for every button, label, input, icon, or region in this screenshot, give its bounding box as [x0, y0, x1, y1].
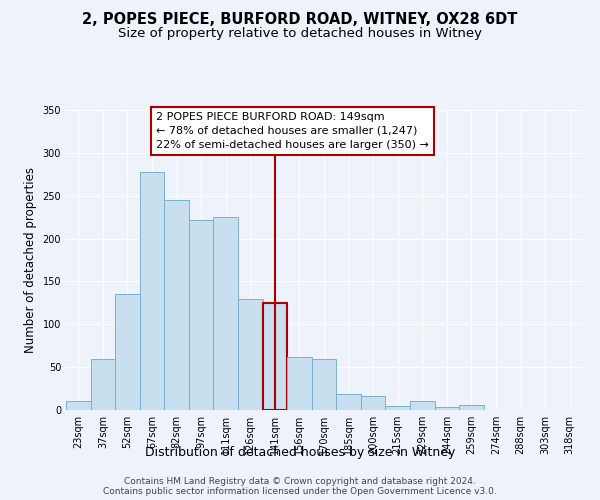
Bar — [164, 200, 189, 410]
Bar — [214, 217, 238, 410]
Bar — [140, 172, 164, 410]
Bar — [238, 298, 263, 410]
Y-axis label: Number of detached properties: Number of detached properties — [24, 167, 37, 353]
Bar — [91, 358, 115, 410]
Text: Distribution of detached houses by size in Witney: Distribution of detached houses by size … — [145, 446, 455, 459]
Bar — [263, 303, 287, 410]
Bar — [189, 220, 214, 410]
Bar — [459, 405, 484, 410]
Text: 2, POPES PIECE, BURFORD ROAD, WITNEY, OX28 6DT: 2, POPES PIECE, BURFORD ROAD, WITNEY, OX… — [82, 12, 518, 28]
Text: 2 POPES PIECE BURFORD ROAD: 149sqm
← 78% of detached houses are smaller (1,247)
: 2 POPES PIECE BURFORD ROAD: 149sqm ← 78%… — [156, 112, 429, 150]
Bar — [287, 357, 312, 410]
Bar — [336, 394, 361, 410]
Bar — [385, 406, 410, 410]
Bar — [312, 358, 336, 410]
Text: Contains HM Land Registry data © Crown copyright and database right 2024.: Contains HM Land Registry data © Crown c… — [124, 476, 476, 486]
Bar — [361, 396, 385, 410]
Text: Contains public sector information licensed under the Open Government Licence v3: Contains public sector information licen… — [103, 486, 497, 496]
Bar — [410, 402, 434, 410]
Bar — [115, 294, 140, 410]
Bar — [434, 406, 459, 410]
Text: Size of property relative to detached houses in Witney: Size of property relative to detached ho… — [118, 28, 482, 40]
Bar — [66, 400, 91, 410]
